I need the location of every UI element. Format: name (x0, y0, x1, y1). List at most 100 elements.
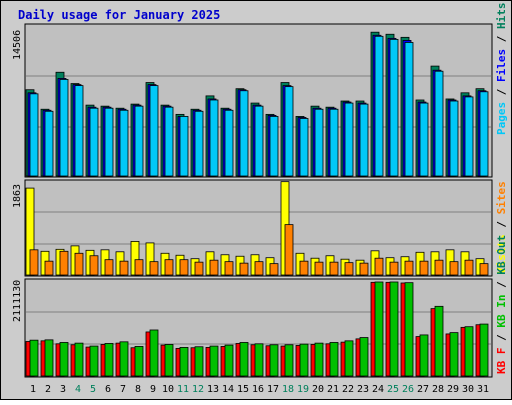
bar-pages-day-12 (194, 110, 204, 177)
legend-kb-f: KB F (495, 348, 508, 375)
x-label-day-29: 29 (447, 384, 459, 395)
bar-pages-day-27 (419, 102, 429, 177)
bar-pages-day-23 (359, 103, 369, 177)
bar-sites-day-6 (104, 259, 114, 276)
x-label-day-2: 2 (45, 384, 51, 395)
bar-sites-day-26 (404, 260, 414, 276)
bar-sites-day-31 (479, 263, 489, 276)
legend-kb-out: KB Out (495, 235, 508, 275)
bar-pages-day-20 (314, 108, 324, 177)
x-label-day-1: 1 (30, 384, 36, 395)
bar-sites-day-2 (44, 260, 54, 276)
bar-sites-day-17 (269, 263, 279, 276)
legend-separator: / (495, 328, 508, 348)
bar-sites-day-21 (329, 261, 339, 276)
legend-2-text: Visits / Sites (495, 181, 508, 274)
bar-pages-day-10 (164, 106, 174, 177)
x-label-day-22: 22 (342, 384, 354, 395)
x-label-day-25: 25 (387, 384, 399, 395)
bar-kbin-day-26 (404, 282, 414, 377)
x-label-day-8: 8 (135, 384, 141, 395)
bar-sites-day-14 (224, 261, 234, 276)
bar-sites-day-13 (209, 259, 219, 276)
bar-kbin-day-30 (464, 326, 474, 377)
x-label-day-23: 23 (357, 384, 369, 395)
bar-sites-day-27 (419, 260, 429, 276)
bar-pages-day-31 (479, 91, 489, 177)
bar-kbin-day-13 (209, 345, 219, 377)
bar-sites-day-11 (179, 259, 189, 276)
bar-pages-day-15 (239, 90, 249, 177)
bar-pages-day-4 (74, 85, 84, 177)
bar-sites-day-4 (74, 252, 84, 276)
bar-kbin-day-9 (149, 329, 159, 377)
bar-sites-day-22 (344, 262, 354, 276)
bar-sites-day-12 (194, 261, 204, 276)
bar-pages-day-17 (269, 116, 279, 177)
bar-sites-day-9 (149, 261, 159, 276)
x-label-day-18: 18 (282, 384, 294, 395)
bar-pages-day-16 (254, 105, 264, 177)
x-label-day-16: 16 (252, 384, 264, 395)
bar-sites-day-16 (254, 261, 264, 276)
bar-kbin-day-22 (344, 340, 354, 377)
bar-pages-day-18 (284, 86, 294, 177)
bar-sites-day-25 (389, 261, 399, 276)
bar-pages-day-2 (44, 110, 54, 177)
bar-sites-day-7 (119, 260, 129, 276)
legend-separator: / (495, 275, 508, 295)
x-label-day-19: 19 (297, 384, 309, 395)
x-label-day-21: 21 (327, 384, 339, 395)
bar-pages-day-3 (59, 79, 69, 177)
bar-sites-day-5 (89, 255, 99, 276)
bar-kbin-day-16 (254, 343, 264, 377)
x-label-day-3: 3 (60, 384, 66, 395)
chart-title: Daily usage for January 2025 (18, 8, 220, 22)
bars (25, 31, 489, 377)
x-label-day-10: 10 (162, 384, 174, 395)
x-label-day-4: 4 (75, 384, 81, 395)
x-label-day-24: 24 (372, 384, 384, 395)
legend-3-text: KB F / KB In / KB Out (495, 235, 508, 374)
bar-kbin-day-8 (134, 346, 144, 377)
x-label-day-5: 5 (90, 384, 96, 395)
legend-separator: / (495, 82, 508, 102)
bar-sites-day-20 (314, 261, 324, 276)
bar-pages-day-19 (299, 118, 309, 177)
x-label-day-6: 6 (105, 384, 111, 395)
bar-sites-day-29 (449, 261, 459, 276)
bar-pages-day-22 (344, 102, 354, 177)
legend-hits: Hits (495, 3, 508, 30)
bar-sites-day-1 (29, 249, 39, 276)
legend-separator: / (495, 214, 508, 234)
bar-kbin-day-21 (329, 342, 339, 377)
bar-kbin-day-17 (269, 344, 279, 377)
x-label-day-17: 17 (267, 384, 279, 395)
legend-visits-sites: Visits / Sites (495, 181, 508, 274)
bar-pages-day-24 (374, 35, 384, 177)
x-label-day-30: 30 (462, 384, 474, 395)
x-label-day-12: 12 (192, 384, 204, 395)
x-label-day-13: 13 (207, 384, 219, 395)
bar-sites-day-19 (299, 260, 309, 276)
bar-kbin-day-15 (239, 342, 249, 377)
bar-sites-day-23 (359, 262, 369, 276)
bar-kbin-day-12 (194, 346, 204, 377)
bar-sites-day-3 (59, 250, 69, 276)
bar-pages-day-11 (179, 116, 189, 177)
legend-sites: Sites (495, 181, 508, 214)
bar-kbin-day-7 (119, 341, 129, 377)
bar-kbin-day-10 (164, 344, 174, 377)
bar-kbin-day-11 (179, 347, 189, 377)
bar-pages-day-28 (434, 70, 444, 177)
bar-pages-day-30 (464, 96, 474, 177)
legend-separator: / (495, 29, 508, 49)
bar-pages-day-21 (329, 108, 339, 177)
bar-kbin-day-29 (449, 332, 459, 377)
x-label-day-20: 20 (312, 384, 324, 395)
bar-kbin-day-6 (104, 343, 114, 377)
bar-kbin-day-1 (29, 339, 39, 377)
bar-pages-day-7 (119, 109, 129, 177)
ytick-kb-max: 2111130 (12, 280, 23, 322)
